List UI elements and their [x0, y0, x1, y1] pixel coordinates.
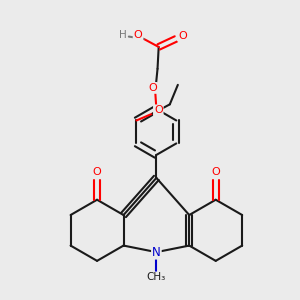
Text: O: O [93, 167, 101, 177]
Text: CH₃: CH₃ [147, 272, 166, 282]
Text: O: O [154, 105, 163, 116]
Text: O: O [211, 167, 220, 177]
Text: H: H [118, 30, 126, 40]
Text: O: O [148, 83, 157, 93]
Text: N: N [152, 246, 161, 259]
Text: O: O [134, 30, 142, 40]
Text: O: O [178, 31, 187, 41]
